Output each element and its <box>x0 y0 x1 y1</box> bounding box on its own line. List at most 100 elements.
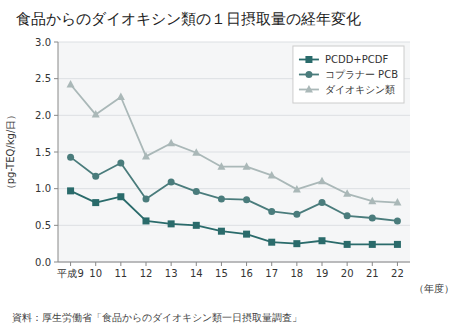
x-tick <box>372 262 373 266</box>
point <box>243 231 250 238</box>
grid-line <box>58 225 410 226</box>
y-tick-label: 0.0 <box>35 257 51 268</box>
x-tick <box>70 262 71 266</box>
y-tick <box>54 225 58 226</box>
x-tick-label: 12 <box>140 268 153 279</box>
point <box>243 162 251 170</box>
point <box>217 162 225 170</box>
point <box>92 110 100 118</box>
point <box>143 195 150 202</box>
point <box>218 228 225 235</box>
grid-line <box>58 262 410 263</box>
point <box>193 188 200 195</box>
series <box>67 154 401 225</box>
point <box>268 208 275 215</box>
y-tick-label: 1.5 <box>35 147 51 158</box>
legend-label: ダイオキシン類 <box>325 84 395 95</box>
y-tick <box>54 262 58 263</box>
y-tick <box>54 42 58 43</box>
x-tick-label: 21 <box>366 268 379 279</box>
legend-marker <box>305 85 313 93</box>
plot-area <box>58 42 410 262</box>
point <box>268 171 276 179</box>
point <box>344 241 351 248</box>
point <box>368 197 376 205</box>
grid-line <box>58 115 410 116</box>
source-note: 資料：厚生労働省「食品からのダイオキシン類一日摂取量調査」 <box>12 312 302 323</box>
grid-line <box>58 42 410 43</box>
point <box>67 80 75 88</box>
legend-label: コプラナー PCB <box>325 69 398 80</box>
point <box>218 195 225 202</box>
x-tick <box>171 262 172 266</box>
point <box>67 187 74 194</box>
point <box>193 222 200 229</box>
y-tick <box>54 152 58 153</box>
point <box>143 217 150 224</box>
x-tick <box>196 262 197 266</box>
title: 食品からのダイオキシン類の１日摂取量の経年変化 <box>16 10 361 28</box>
x-tick-label: 13 <box>165 268 178 279</box>
x-tick-label: 16 <box>240 268 253 279</box>
x-tick <box>347 262 348 266</box>
chart: 0.00.51.01.52.02.53.0平成91011121314151617… <box>0 0 469 331</box>
y-axis-line <box>58 42 59 262</box>
point <box>293 211 300 218</box>
point <box>319 237 326 244</box>
legend-marker <box>305 56 312 63</box>
x-tick <box>397 262 398 266</box>
point <box>67 154 74 161</box>
point <box>393 198 401 206</box>
y-tick-label: 2.5 <box>35 73 51 84</box>
point <box>394 217 401 224</box>
point <box>142 152 150 160</box>
x-tick <box>246 262 247 266</box>
series <box>67 187 401 248</box>
x-axis-label: （年度） <box>414 283 454 294</box>
grid-line <box>58 152 410 153</box>
y-tick-label: 3.0 <box>35 37 51 48</box>
x-tick-label: 10 <box>89 268 102 279</box>
point <box>168 220 175 227</box>
legend-label: PCDD+PCDF <box>325 54 389 65</box>
series-group <box>67 80 402 248</box>
point <box>344 212 351 219</box>
point <box>369 215 376 222</box>
x-tick-label: 14 <box>190 268 203 279</box>
y-tick-label: 0.5 <box>35 220 51 231</box>
point <box>117 193 124 200</box>
point <box>168 179 175 186</box>
x-tick-label: 19 <box>316 268 329 279</box>
x-tick-label: 22 <box>391 268 404 279</box>
y-tick <box>54 188 58 189</box>
y-axis: 0.00.51.01.52.02.53.0 <box>35 37 410 268</box>
y-tick <box>54 115 58 116</box>
point <box>319 199 326 206</box>
x-tick-label: 20 <box>341 268 354 279</box>
x-tick-label: 15 <box>215 268 228 279</box>
x-tick-label: 18 <box>290 268 303 279</box>
x-axis-line <box>58 262 410 263</box>
point <box>92 199 99 206</box>
point <box>318 177 326 185</box>
x-tick-label: 11 <box>114 268 127 279</box>
x-tick <box>271 262 272 266</box>
x-tick <box>120 262 121 266</box>
legend: PCDD+PCDF コプラナー PCB ダイオキシン類 <box>293 46 404 103</box>
point <box>117 160 124 167</box>
point <box>243 196 250 203</box>
x-tick <box>221 262 222 266</box>
point <box>343 189 351 197</box>
legend-box <box>293 46 404 103</box>
point <box>92 173 99 180</box>
point <box>167 139 175 147</box>
x-axis: 平成910111213141516171819202122 <box>57 262 410 279</box>
x-tick <box>146 262 147 266</box>
x-tick-label: 平成9 <box>57 268 83 279</box>
point <box>117 93 125 101</box>
point <box>394 241 401 248</box>
x-tick <box>322 262 323 266</box>
x-tick <box>296 262 297 266</box>
y-tick <box>54 78 58 79</box>
legend-marker <box>305 71 312 78</box>
